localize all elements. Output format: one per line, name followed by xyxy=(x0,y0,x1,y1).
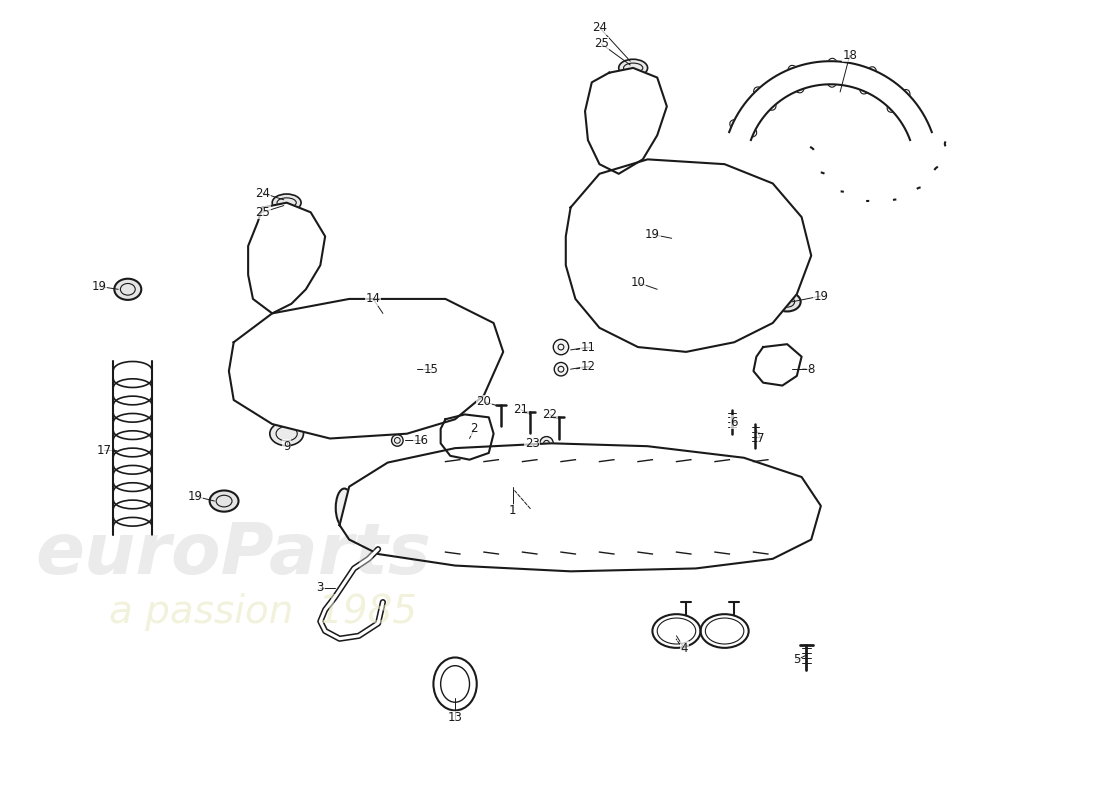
Text: 10: 10 xyxy=(630,276,646,289)
Text: 25: 25 xyxy=(594,38,608,50)
Ellipse shape xyxy=(272,194,301,211)
Text: 9: 9 xyxy=(283,440,290,453)
Text: 3: 3 xyxy=(317,581,324,594)
Text: 25: 25 xyxy=(255,206,270,219)
Text: 24: 24 xyxy=(255,186,271,199)
Polygon shape xyxy=(585,68,667,174)
Ellipse shape xyxy=(336,489,353,527)
Text: 22: 22 xyxy=(542,408,557,421)
Text: 5: 5 xyxy=(793,654,801,666)
Text: a passion  1985: a passion 1985 xyxy=(109,593,417,630)
Text: 14: 14 xyxy=(366,293,381,306)
Polygon shape xyxy=(729,62,932,140)
Text: 21: 21 xyxy=(513,403,528,416)
Polygon shape xyxy=(229,299,503,438)
Ellipse shape xyxy=(773,292,801,311)
Text: 1: 1 xyxy=(509,504,517,517)
Text: 12: 12 xyxy=(581,360,595,373)
Text: 19: 19 xyxy=(91,280,107,293)
Text: 24: 24 xyxy=(592,21,607,34)
Ellipse shape xyxy=(618,59,648,77)
Polygon shape xyxy=(249,202,326,314)
Text: 11: 11 xyxy=(581,341,595,354)
Text: 18: 18 xyxy=(843,49,857,62)
Text: 23: 23 xyxy=(525,437,539,450)
Text: 15: 15 xyxy=(424,362,439,376)
Text: 19: 19 xyxy=(188,490,202,502)
Ellipse shape xyxy=(661,230,692,253)
Ellipse shape xyxy=(210,490,239,512)
Text: 4: 4 xyxy=(681,642,688,655)
Ellipse shape xyxy=(114,278,141,300)
Text: 19: 19 xyxy=(813,290,828,302)
Text: 13: 13 xyxy=(448,711,462,724)
Polygon shape xyxy=(565,159,811,352)
Ellipse shape xyxy=(270,422,304,446)
Circle shape xyxy=(540,437,553,450)
Polygon shape xyxy=(441,414,494,460)
Circle shape xyxy=(392,434,403,446)
Text: 20: 20 xyxy=(476,395,492,409)
Circle shape xyxy=(553,339,569,354)
Text: 7: 7 xyxy=(758,432,764,445)
Polygon shape xyxy=(340,443,821,571)
Text: 2: 2 xyxy=(471,422,478,435)
Text: 16: 16 xyxy=(414,434,429,447)
Text: euroParts: euroParts xyxy=(36,519,431,589)
Text: 19: 19 xyxy=(645,228,660,241)
Text: 17: 17 xyxy=(97,443,111,457)
Text: 8: 8 xyxy=(807,362,815,376)
Circle shape xyxy=(554,362,568,376)
Polygon shape xyxy=(754,344,802,386)
Text: 6: 6 xyxy=(730,416,738,429)
